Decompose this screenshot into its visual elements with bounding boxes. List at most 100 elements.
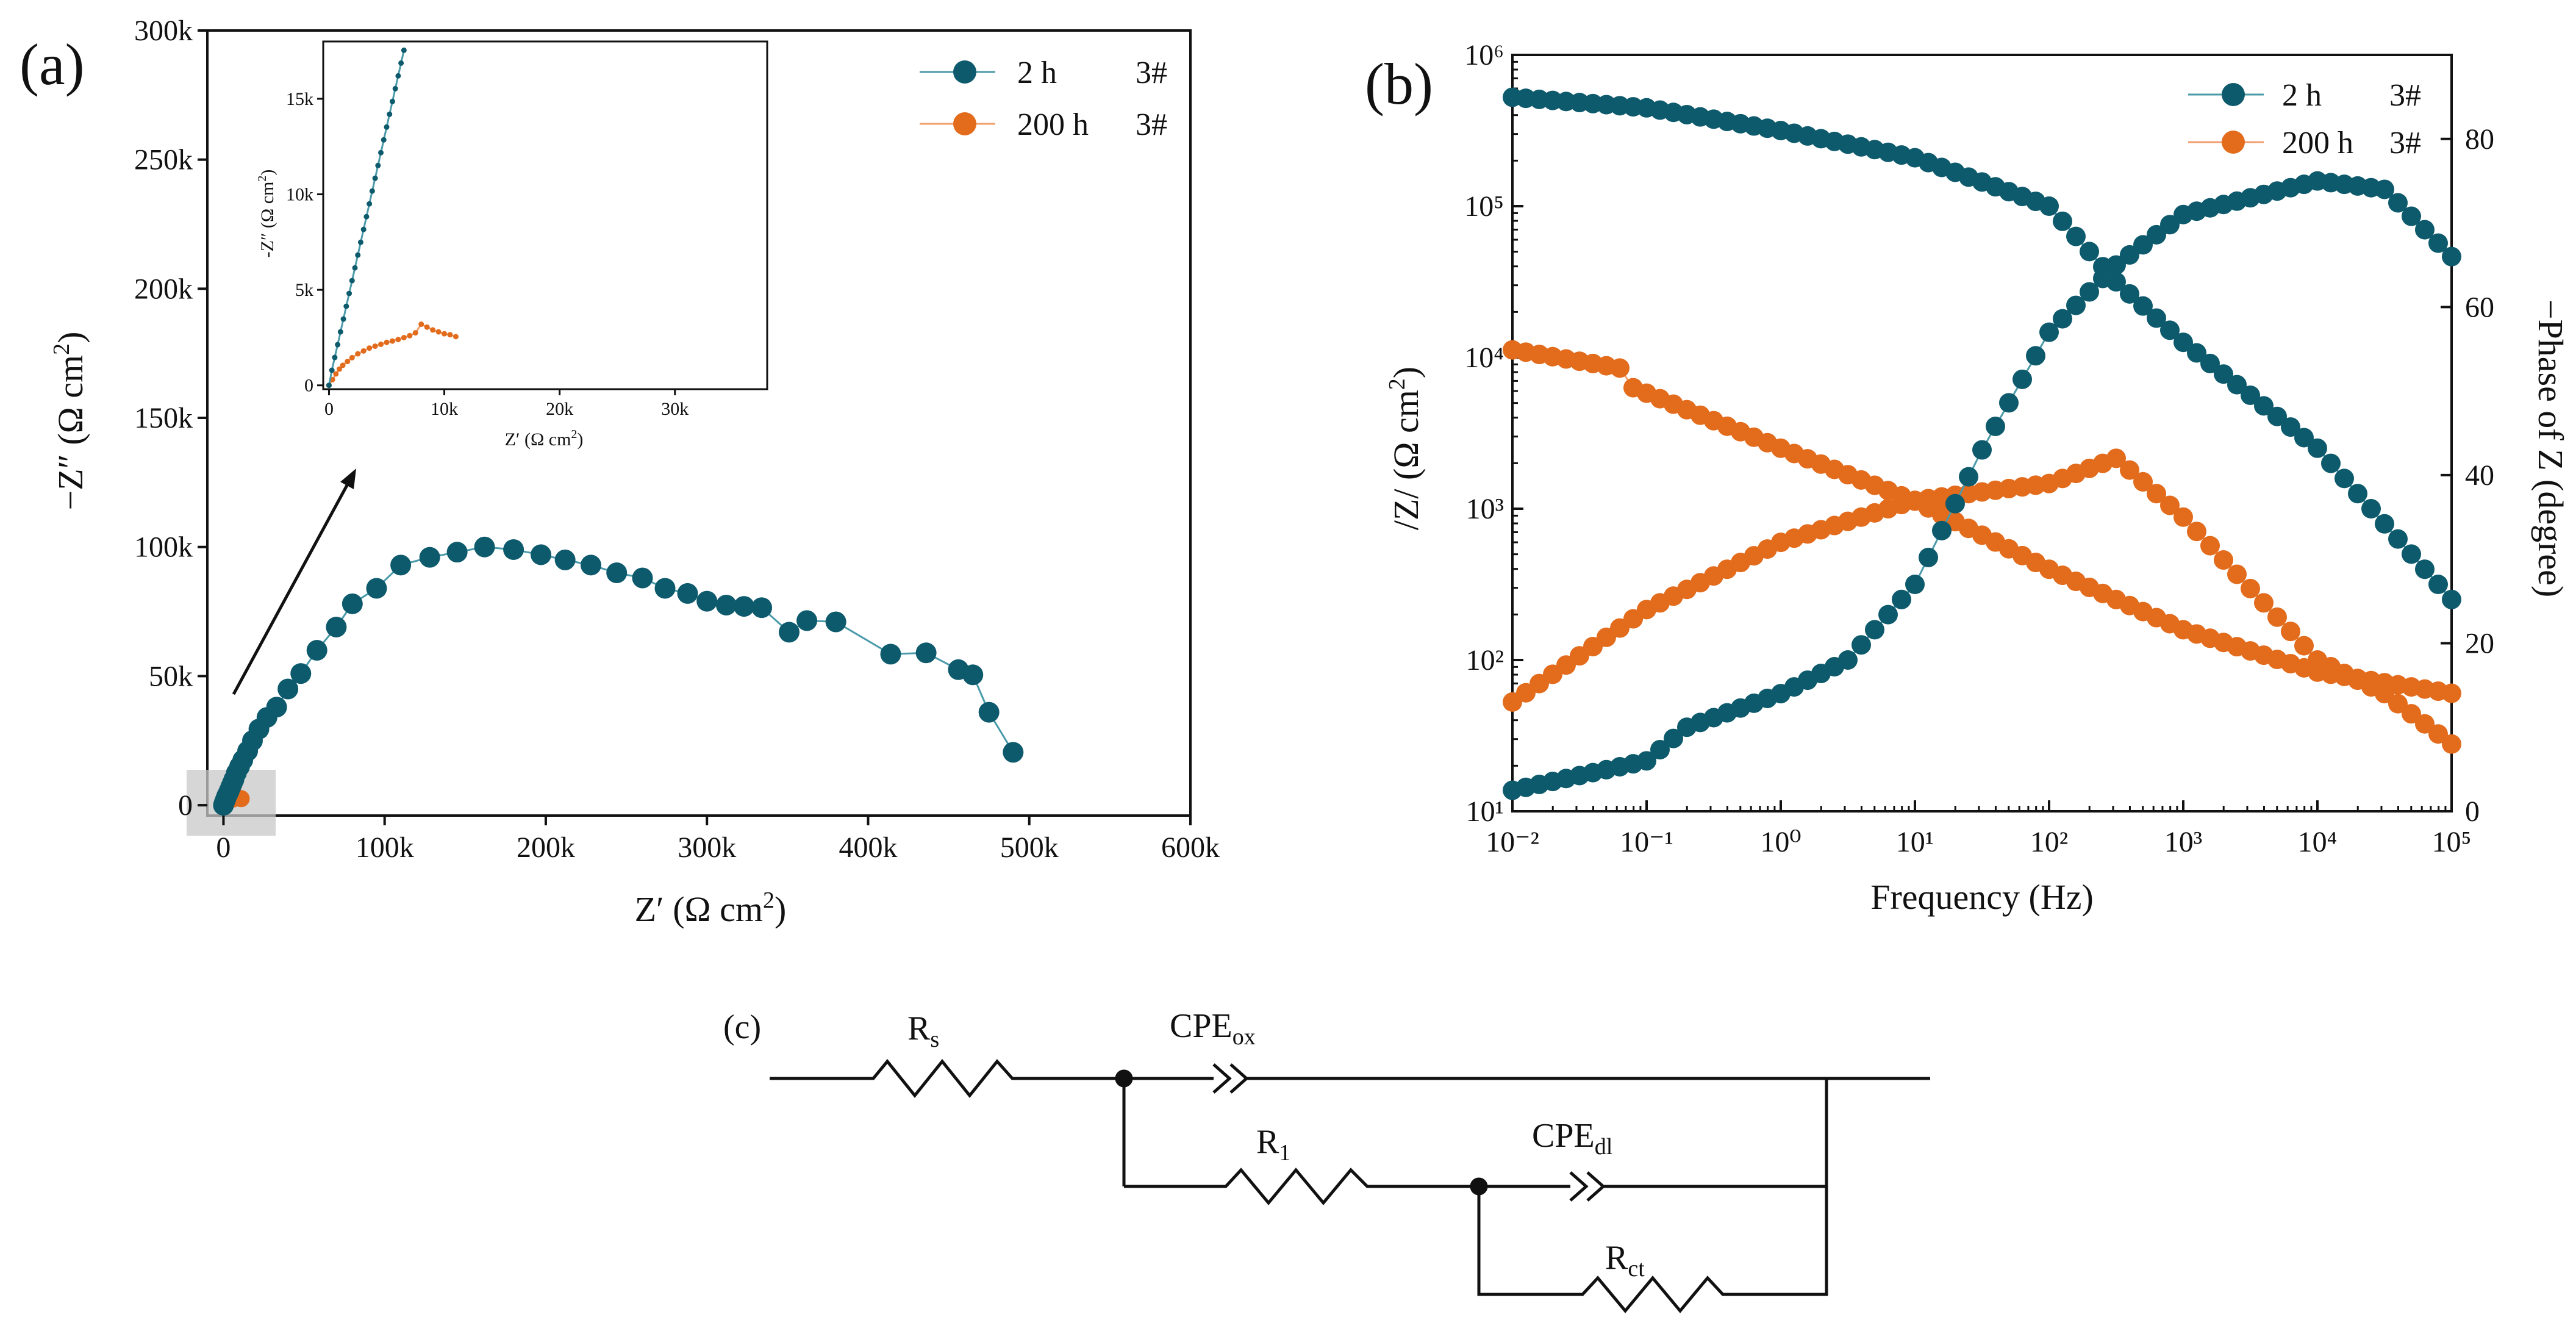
panel-b-legend: 2 h 3# 200 h 3# — [2188, 78, 2421, 160]
y2-tick-label: 60 — [2465, 291, 2494, 323]
data-point — [2160, 495, 2180, 515]
data-point — [401, 47, 407, 53]
data-point — [825, 611, 846, 633]
x-tick-label: 100k — [356, 831, 414, 864]
y-tick-label: 100k — [134, 531, 193, 564]
data-point — [398, 60, 404, 66]
data-point — [2080, 282, 2099, 302]
label-cpe-ox: CPEox — [1170, 1007, 1256, 1050]
x-tick-label: 10⁵ — [2432, 826, 2472, 858]
data-point — [329, 367, 335, 373]
x-tick-label: 10³ — [2164, 826, 2202, 858]
data-point — [1972, 440, 1992, 460]
data-point — [395, 337, 401, 343]
data-point — [1637, 751, 1656, 771]
data-point — [1932, 520, 1952, 540]
data-point — [407, 332, 413, 339]
data-point — [430, 327, 436, 333]
data-point — [277, 678, 299, 700]
data-point — [378, 149, 384, 156]
zoom-arrow-line — [232, 481, 351, 695]
data-point — [2281, 417, 2300, 437]
data-point — [2428, 724, 2448, 744]
data-point — [2428, 575, 2448, 594]
inset-frame — [322, 40, 768, 390]
legend-b-2h-label: 2 h — [2282, 78, 2322, 113]
data-point — [363, 213, 370, 220]
data-point — [2053, 309, 2072, 329]
cpe-ox-left-plate — [1212, 1063, 1232, 1094]
data-point — [2214, 550, 2233, 570]
data-point — [2200, 353, 2220, 373]
data-point — [2442, 589, 2461, 609]
label-rs: Rs — [907, 1010, 939, 1052]
data-point — [733, 596, 754, 617]
data-point — [453, 334, 459, 340]
data-point — [2147, 484, 2166, 504]
data-point — [2147, 308, 2166, 328]
panel-b-y-axis-right: 0 20 40 60 80 — [2441, 123, 2494, 828]
data-point — [345, 359, 351, 365]
data-point — [2442, 683, 2461, 703]
data-point — [355, 252, 361, 258]
data-point — [2334, 468, 2354, 489]
data-point — [2147, 224, 2166, 245]
data-point — [340, 316, 346, 322]
data-point — [333, 371, 339, 377]
y-tick-label: 300k — [134, 15, 193, 47]
inset-y-tick-label: 10k — [286, 185, 313, 205]
panel-b-label: (b) — [1365, 51, 1433, 117]
data-point — [1919, 547, 1938, 567]
panel-b-y-axis-left: 10¹ 10² 10³ 10⁴ 10⁵ 10⁶ — [1464, 39, 1523, 828]
inset-y-tick-label: 5k — [295, 280, 313, 300]
series-line — [222, 546, 1014, 806]
y2-tick-label: 0 — [2465, 795, 2480, 828]
legend-b-200h-label: 200 h — [2282, 126, 2353, 160]
data-point — [751, 597, 773, 619]
x-tick-label: 10⁴ — [2298, 826, 2338, 858]
legend-a-2h-tag: 3# — [1136, 56, 1167, 90]
data-point — [2402, 206, 2421, 226]
data-point — [2120, 460, 2139, 480]
inset-x-axis: 0 10k 20k 30k — [324, 389, 689, 419]
data-point — [2174, 332, 2193, 353]
y-tick-label: 150k — [134, 402, 193, 434]
legend-b-2h-marker — [2222, 83, 2245, 106]
data-point — [1650, 739, 1670, 759]
data-point — [352, 265, 358, 271]
x-tick-label: 300k — [678, 831, 736, 864]
data-point — [2214, 364, 2233, 384]
data-point — [606, 562, 628, 584]
legend-a-200h-marker — [953, 112, 976, 135]
data-point — [2066, 226, 2086, 246]
cpe-ox-right-plate — [1229, 1063, 1249, 1094]
data-point — [2267, 406, 2287, 426]
x-tick-label: 10¹ — [1896, 826, 1934, 858]
cpe-dl-right-plate — [1586, 1171, 1606, 1202]
data-point — [335, 342, 341, 348]
data-point — [372, 175, 378, 181]
y-tick-label: 10¹ — [1466, 795, 1504, 828]
data-point — [390, 554, 412, 576]
inset-x-tick-label: 0 — [324, 399, 334, 419]
panel-b-x-axis-title: Frequency (Hz) — [1870, 877, 2094, 917]
data-point — [962, 664, 984, 686]
panel-c-label: (c) — [723, 1008, 761, 1046]
y2-tick-label: 20 — [2465, 627, 2494, 659]
data-point — [632, 567, 653, 589]
x-tick-label: 600k — [1161, 831, 1220, 864]
data-point — [2200, 536, 2220, 556]
x-tick-label: 10⁻² — [1486, 826, 1539, 858]
data-point — [2053, 211, 2072, 231]
data-point — [1865, 620, 1884, 640]
y-tick-label: 250k — [134, 144, 193, 176]
data-point — [1999, 393, 2019, 413]
data-point — [1945, 493, 1965, 514]
y-tick-label: 200k — [134, 273, 193, 305]
label-rct: Rct — [1605, 1239, 1645, 1282]
data-point — [1003, 742, 1024, 763]
data-point — [2227, 564, 2247, 584]
data-point — [1959, 467, 1978, 487]
resistor-r1 — [1124, 1168, 1479, 1205]
data-point — [343, 303, 349, 309]
